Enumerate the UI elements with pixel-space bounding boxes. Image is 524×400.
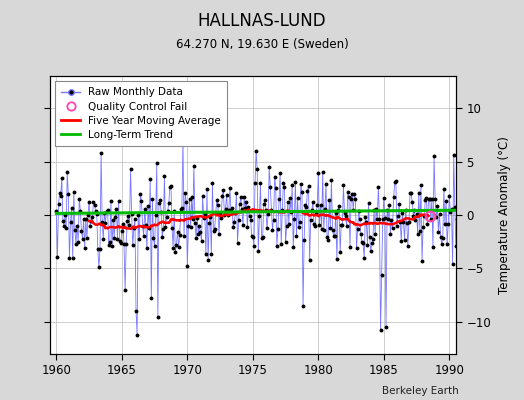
Legend: Raw Monthly Data, Quality Control Fail, Five Year Moving Average, Long-Term Tren: Raw Monthly Data, Quality Control Fail, … xyxy=(55,81,227,146)
Y-axis label: Temperature Anomaly (°C): Temperature Anomaly (°C) xyxy=(498,136,511,294)
Text: Berkeley Earth: Berkeley Earth xyxy=(382,386,458,396)
Text: 64.270 N, 19.630 E (Sweden): 64.270 N, 19.630 E (Sweden) xyxy=(176,38,348,51)
Text: HALLNAS-LUND: HALLNAS-LUND xyxy=(198,12,326,30)
